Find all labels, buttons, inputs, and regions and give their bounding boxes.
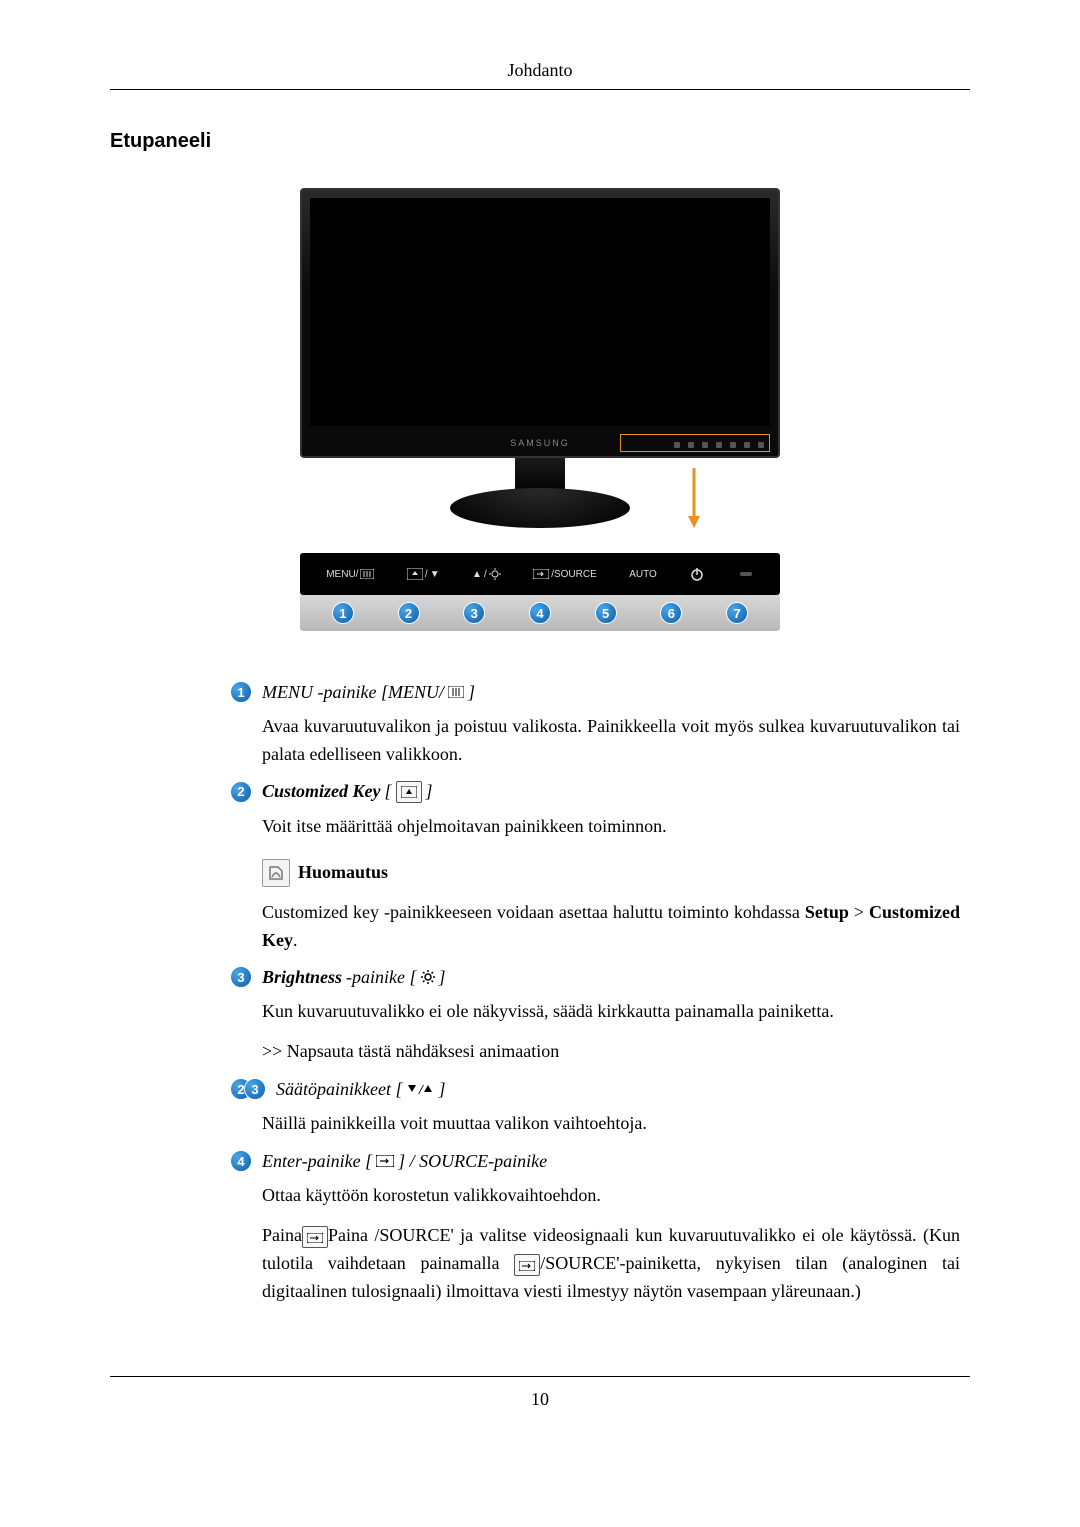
note-title: Huomautus [298, 862, 388, 883]
page-header-title: Johdanto [110, 60, 970, 81]
brightness-icon [421, 970, 435, 984]
badge-item-1: 1 [230, 681, 252, 703]
monitor-stand-base [450, 488, 630, 528]
item-1-body: Avaa kuvaruutuvalikon ja poistuu valikos… [262, 713, 960, 769]
note-icon [262, 859, 290, 887]
badge-2: 2 [398, 602, 420, 624]
arrow-down-icon [686, 468, 702, 533]
badge-item-2: 2 [230, 781, 252, 803]
content-list: 1 MENU -painike [MENU/ ] Avaa kuvaruutuv… [230, 681, 960, 1306]
footer-rule [110, 1376, 970, 1377]
item-adjust: 2 3 Säätöpainikkeet [ / ] Näillä painikk… [230, 1078, 960, 1138]
item-2-note-body: Customized key -painikkeeseen voidaan as… [262, 899, 960, 955]
enter-icon-inline-2 [514, 1254, 540, 1276]
badge-item-3: 3 [230, 966, 252, 988]
badge-item-4: 4 [230, 1150, 252, 1172]
monitor-brand-label: SAMSUNG [510, 438, 570, 448]
item-23-body: Näillä painikkeilla voit muuttaa valikon… [262, 1110, 960, 1138]
btn-custom: / ▼ [407, 568, 440, 580]
menu-icon [448, 686, 464, 698]
item-2-title: Customized Key[ ] [262, 781, 433, 803]
number-strip: 1 2 3 4 5 6 7 [300, 595, 780, 631]
button-strip: MENU/ / ▼ ▲ / /SOURCE AUTO [300, 553, 780, 595]
header-rule [110, 89, 970, 90]
item-customized-key: 2 Customized Key[ ] Voit itse määrittää … [230, 781, 960, 955]
badge-7: 7 [726, 602, 748, 624]
badge-4: 4 [529, 602, 551, 624]
item-enter-source: 4 Enter-painike [ ] / SOURCE-painike Ott… [230, 1150, 960, 1306]
btn-brightness: ▲ / [472, 568, 501, 580]
btn-menu: MENU/ [326, 569, 374, 580]
down-up-icon: / [406, 1083, 434, 1095]
btn-led [738, 571, 754, 577]
item-brightness: 3 Brightness-painike [ ] Kun kuvaruutuva… [230, 966, 960, 1066]
item-3-body: Kun kuvaruutuvalikko ei ole näkyvissä, s… [262, 998, 960, 1026]
btn-auto: AUTO [629, 569, 657, 580]
btn-source: /SOURCE [533, 569, 597, 580]
item-4-title: Enter-painike [ ] / SOURCE-painike [262, 1151, 547, 1172]
enter-icon-inline-1 [302, 1226, 328, 1248]
monitor-screen: SAMSUNG [300, 188, 780, 458]
badge-item-23: 2 3 [230, 1078, 266, 1100]
svg-text:/: / [418, 1083, 424, 1095]
badge-1: 1 [332, 602, 354, 624]
item-3-title: Brightness-painike [ ] [262, 967, 446, 988]
item-3-link[interactable]: >> Napsauta tästä nähdäksesi animaation [262, 1038, 960, 1066]
item-1-title: MENU -painike [MENU/ ] [262, 682, 475, 703]
badge-3: 3 [463, 602, 485, 624]
controls-dots [674, 442, 764, 448]
item-4-body1: Ottaa käyttöön korostetun valikkovaihtoe… [262, 1182, 960, 1210]
badge-6: 6 [660, 602, 682, 624]
item-23-title: Säätöpainikkeet [ / ] [276, 1079, 445, 1100]
custom-key-icon [396, 781, 422, 803]
note-header: Huomautus [262, 859, 960, 887]
section-title: Etupaneeli [110, 130, 970, 153]
badge-5: 5 [595, 602, 617, 624]
item-4-body2: PainaPaina /SOURCE' ja valitse videosign… [262, 1222, 960, 1306]
item-2-body: Voit itse määrittää ohjelmoitavan painik… [262, 813, 960, 841]
monitor-figure: SAMSUNG MENU/ [110, 188, 970, 631]
btn-power [689, 566, 705, 582]
page-number: 10 [110, 1389, 970, 1410]
item-menu: 1 MENU -painike [MENU/ ] Avaa kuvaruutuv… [230, 681, 960, 769]
enter-icon [376, 1155, 394, 1167]
